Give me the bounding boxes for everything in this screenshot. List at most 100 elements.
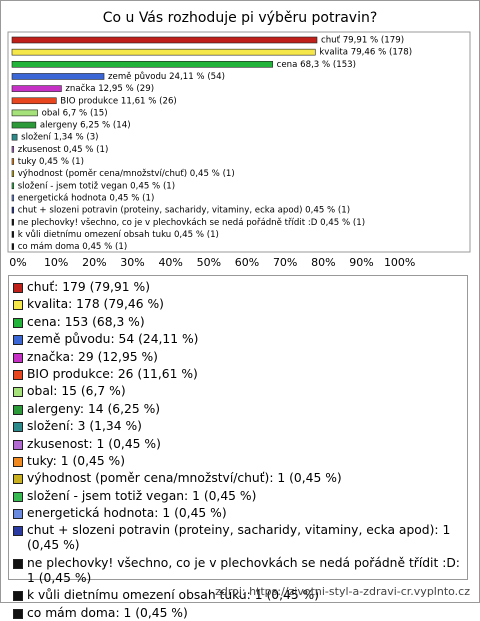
legend-swatch [13, 352, 23, 363]
bar [11, 194, 15, 202]
bar [11, 36, 318, 44]
legend-entry: složení: 3 (1,34 %) [13, 419, 463, 434]
legend-label: chuť: 179 (79,91 %) [27, 280, 150, 294]
x-tick-label: 30% [120, 256, 144, 269]
legend-entry: země původu: 54 (24,11 %) [13, 332, 463, 347]
chart: Co u Vás rozhoduje pi výběru potravin? 0… [7, 10, 471, 269]
bar [11, 48, 316, 56]
bar-label: obal 6,7 % (15) [42, 108, 108, 118]
bar-label: zkusenost 0,45 % (1) [18, 145, 109, 155]
legend-swatch [13, 558, 23, 569]
legend-swatch [13, 608, 23, 619]
legend-swatch [13, 335, 23, 346]
legend-swatch [13, 422, 23, 433]
x-tick-label: 20% [82, 256, 106, 269]
bar-label: ne plechovky! všechno, co je v plechovká… [18, 217, 365, 228]
x-tick-label: 70% [273, 256, 297, 269]
legend-label: alergeny: 14 (6,25 %) [27, 401, 161, 416]
x-tick-label: 10% [44, 256, 68, 269]
legend-swatch [13, 283, 23, 293]
legend-swatch [13, 317, 23, 328]
bar [11, 121, 37, 129]
bar-label: co mám doma 0,45 % (1) [18, 242, 127, 252]
legend-entry: alergeny: 14 (6,25 %) [13, 402, 463, 417]
bar [11, 218, 15, 226]
legend-swatch [13, 474, 23, 485]
legend-label: složení - jsem totiž vegan: 1 (0,45 %) [27, 488, 257, 503]
legend-entry: k vůli dietnímu omezení obsah tuku: 1 (0… [13, 588, 463, 603]
bar [11, 146, 15, 153]
legend-entry: značka: 29 (12,95 %) [13, 350, 463, 365]
x-tick-label: 100% [384, 256, 415, 269]
legend-swatch [13, 456, 23, 467]
bar-label: složení 1,34 % (3) [21, 133, 98, 143]
bar-label: značka 12,95 % (29) [65, 83, 154, 94]
legend-entry: ne plechovky! všechno, co je v plechovká… [13, 556, 463, 586]
bar [11, 73, 105, 80]
legend-entry: tuky: 1 (0,45 %) [13, 454, 463, 469]
legend-entry: energetická hodnota: 1 (0,45 %) [13, 506, 463, 521]
bar-label: chut + slozeni potravin (proteiny, sacha… [18, 206, 350, 216]
legend-label: zkusenost: 1 (0,45 %) [27, 436, 161, 451]
bar-label: země původu 24,11 % (54) [108, 71, 225, 82]
x-tick-label: 80% [311, 256, 335, 269]
bar [11, 60, 273, 68]
x-tick-label: 40% [158, 256, 182, 269]
legend-entry: co mám doma: 1 (0,45 %) [13, 606, 463, 621]
legend-entry: chut + slozeni potravin (proteiny, sacha… [13, 523, 463, 553]
legend-entry: výhodnost (poměr cena/množství/chuť): 1 … [13, 471, 463, 486]
source: zdroj: https://zivotni-styl-a-zdravi-cr.… [215, 585, 470, 598]
bar-label: výhodnost (poměr cena/množství/chuť) 0,4… [18, 168, 235, 179]
legend-entry: cena: 153 (68,3 %) [13, 315, 463, 330]
bar [11, 206, 15, 214]
bar-label: cena 68,3 % (153) [277, 60, 356, 70]
legend-label: co mám doma: 1 (0,45 %) [27, 605, 188, 620]
legend-swatch [13, 404, 23, 415]
legend-label: země původu: 54 (24,11 %) [27, 332, 199, 347]
legend-entry: BIO produkce: 26 (11,61 %) [13, 367, 463, 382]
legend-label: kvalita: 178 (79,46 %) [27, 297, 164, 312]
legend-label: BIO produkce: 26 (11,61 %) [27, 366, 198, 381]
legend-label: tuky: 1 (0,45 %) [27, 453, 126, 468]
legend-swatch [13, 509, 23, 520]
bar [11, 182, 15, 190]
legend-swatch [13, 439, 23, 450]
legend-entry: kvalita: 178 (79,46 %) [13, 297, 463, 312]
bar [11, 109, 38, 117]
legend-label: energetická hodnota: 1 (0,45 %) [27, 506, 227, 521]
legend-swatch [13, 369, 23, 380]
x-tick-label: 0% [9, 256, 26, 269]
legend-label: cena: 153 (68,3 %) [27, 314, 145, 329]
legend-label: značka: 29 (12,95 %) [27, 349, 158, 364]
legend-swatch [13, 300, 23, 311]
legend-swatch [13, 526, 23, 537]
chart-title: Co u Vás rozhoduje pi výběru potravin? [103, 10, 378, 26]
legend-label: chut + slozeni potravin (proteiny, sacha… [27, 523, 451, 553]
legend-entry: chuť: 179 (79,91 %) [13, 280, 463, 295]
x-tick-label: 60% [235, 256, 259, 269]
bar [11, 85, 62, 92]
bar-label: BIO produkce 11,61 % (26) [60, 96, 176, 106]
bar-label: energetická hodnota 0,45 % (1) [18, 193, 155, 203]
x-tick-label: 50% [197, 256, 221, 269]
legend-swatch [13, 387, 23, 398]
legend-swatch [13, 591, 23, 602]
bar [11, 170, 15, 177]
bar-label: složení - jsem totiž vegan 0,45 % (1) [18, 181, 175, 191]
legend-label: k vůli dietnímu omezení obsah tuku: 1 (0… [27, 588, 320, 603]
x-tick-label: 90% [349, 256, 373, 269]
legend-label: složení: 3 (1,34 %) [27, 419, 142, 434]
bar [11, 133, 18, 141]
bar-label: k vůli dietnímu omezení obsah tuku 0,45 … [18, 229, 219, 240]
legend-entry: zkusenost: 1 (0,45 %) [13, 437, 463, 452]
plot-frame [7, 31, 471, 253]
legend-swatch [13, 491, 23, 502]
legend-label: ne plechovky! všechno, co je v plechovká… [27, 555, 460, 585]
bar [11, 158, 15, 165]
bar [11, 97, 57, 105]
bar [11, 231, 15, 238]
legend-label: výhodnost (poměr cena/množství/chuť): 1 … [27, 471, 342, 486]
bar-label: alergeny 6,25 % (14) [40, 121, 131, 131]
bar-label: kvalita 79,46 % (178) [319, 48, 412, 58]
